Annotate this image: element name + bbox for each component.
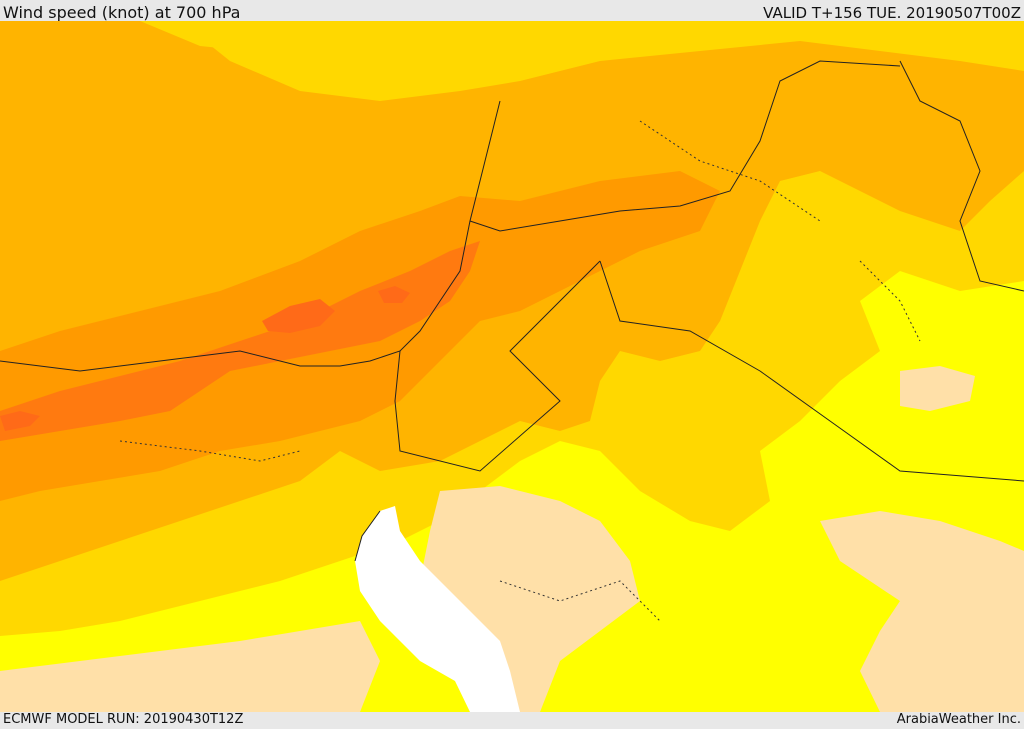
credit-label: ArabiaWeather Inc. [896, 712, 1021, 727]
borders [0, 60, 1024, 562]
band-orange-dark [0, 241, 480, 441]
map-footer: ECMWF MODEL RUN: 20190430T12Z ArabiaWeat… [0, 712, 1024, 729]
valid-time-label: VALID T+156 TUE. 20190507T00Z [763, 4, 1021, 22]
band-light-land-southwest [0, 621, 380, 712]
wind-speed-map-canvas [0, 21, 1024, 712]
band-light-land-southeast [820, 511, 1024, 712]
map-title: Wind speed (knot) at 700 hPa [3, 3, 241, 22]
band-red-orange-3 [0, 411, 40, 431]
red-sea [355, 506, 520, 712]
model-run-label: ECMWF MODEL RUN: 20190430T12Z [3, 712, 244, 727]
band-gold-top-patch [140, 21, 600, 81]
map-header: Wind speed (knot) at 700 hPa VALID T+156… [0, 0, 1024, 22]
internal-border-3 [499, 580, 661, 622]
band-light-land-east [900, 366, 975, 411]
border-lines-2 [599, 260, 1024, 482]
internal-border-2 [639, 120, 821, 222]
border-lines-3 [394, 260, 601, 472]
wind-speed-map[interactable] [0, 21, 1024, 712]
band-red-orange-1 [262, 299, 335, 333]
border-lines-1 [469, 60, 901, 232]
border-lines-4 [899, 60, 1024, 292]
band-red-orange-2 [378, 286, 410, 303]
coastline-red-sea-west [354, 510, 381, 562]
internal-borders [119, 120, 921, 622]
internal-border-4 [859, 260, 921, 342]
internal-border-1 [119, 440, 301, 462]
